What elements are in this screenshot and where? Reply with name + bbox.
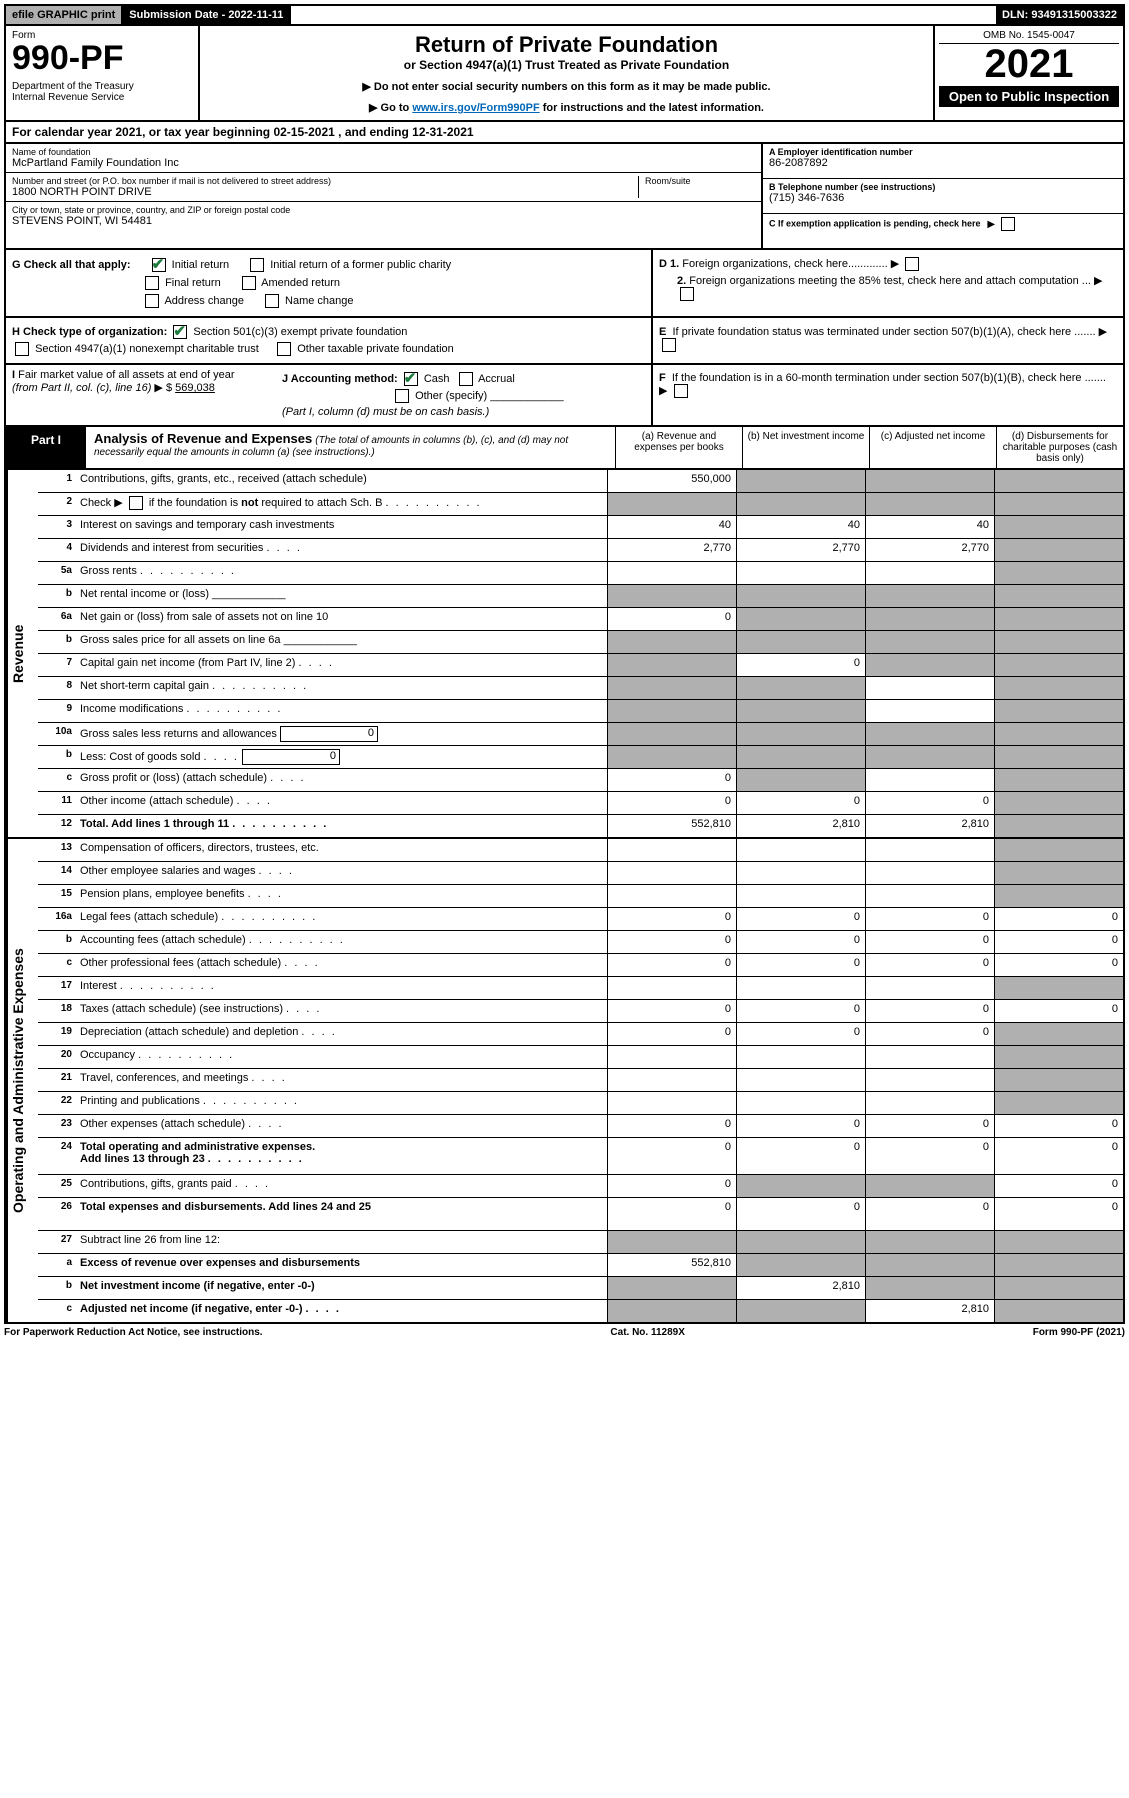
form-number: 990-PF bbox=[12, 41, 192, 75]
initial-public-checkbox[interactable] bbox=[250, 258, 264, 272]
form-title: Return of Private Foundation bbox=[210, 32, 923, 58]
f-checkbox[interactable] bbox=[674, 384, 688, 398]
efile-label: efile GRAPHIC print bbox=[6, 6, 123, 24]
address-change-checkbox[interactable] bbox=[145, 294, 159, 308]
4947-checkbox[interactable] bbox=[15, 342, 29, 356]
name-change-checkbox[interactable] bbox=[265, 294, 279, 308]
f-check: F If the foundation is in a 60-month ter… bbox=[653, 365, 1123, 425]
expenses-label: Operating and Administrative Expenses bbox=[6, 839, 38, 1322]
ein-cell: A Employer identification number 86-2087… bbox=[763, 144, 1123, 179]
cat-number: Cat. No. 11289X bbox=[610, 1327, 684, 1338]
other-method-checkbox[interactable] bbox=[395, 389, 409, 403]
col-b-header: (b) Net investment income bbox=[743, 427, 870, 468]
d-checks: D 1. D 1. Foreign organizations, check h… bbox=[653, 250, 1123, 316]
header-center: Return of Private Foundation or Section … bbox=[200, 26, 933, 120]
accrual-checkbox[interactable] bbox=[459, 372, 473, 386]
amended-return-checkbox[interactable] bbox=[242, 276, 256, 290]
page-footer: For Paperwork Reduction Act Notice, see … bbox=[4, 1324, 1125, 1341]
dln: DLN: 93491315003322 bbox=[996, 6, 1123, 24]
check-section-g: G Check all that apply: Initial return I… bbox=[4, 250, 1125, 318]
instruction-1: ▶ Do not enter social security numbers o… bbox=[210, 80, 923, 93]
expenses-section: Operating and Administrative Expenses 13… bbox=[4, 839, 1125, 1324]
ij-left: I Fair market value of all assets at end… bbox=[6, 365, 653, 425]
501c3-checkbox[interactable] bbox=[173, 325, 187, 339]
cash-checkbox[interactable] bbox=[404, 372, 418, 386]
info-right: A Employer identification number 86-2087… bbox=[763, 144, 1123, 248]
form-ref: Form 990-PF (2021) bbox=[1033, 1327, 1125, 1338]
department: Department of the Treasury Internal Reve… bbox=[12, 81, 192, 103]
e-check: E If private foundation status was termi… bbox=[653, 318, 1123, 363]
paperwork-notice: For Paperwork Reduction Act Notice, see … bbox=[4, 1327, 263, 1338]
col-c-header: (c) Adjusted net income bbox=[870, 427, 997, 468]
h-checks: H Check type of organization: Section 50… bbox=[6, 318, 653, 363]
e-checkbox[interactable] bbox=[662, 338, 676, 352]
exemption-cell: C If exemption application is pending, c… bbox=[763, 214, 1123, 248]
initial-return-checkbox[interactable] bbox=[152, 258, 166, 272]
other-taxable-checkbox[interactable] bbox=[277, 342, 291, 356]
exemption-checkbox[interactable] bbox=[1001, 217, 1015, 231]
d2-checkbox[interactable] bbox=[680, 287, 694, 301]
header-left: Form 990-PF Department of the Treasury I… bbox=[6, 26, 200, 120]
final-return-checkbox[interactable] bbox=[145, 276, 159, 290]
col-a-header: (a) Revenue and expenses per books bbox=[616, 427, 743, 468]
col-d-header: (d) Disbursements for charitable purpose… bbox=[997, 427, 1123, 468]
form-subtitle: or Section 4947(a)(1) Trust Treated as P… bbox=[210, 58, 923, 72]
header-right: OMB No. 1545-0047 2021 Open to Public In… bbox=[933, 26, 1123, 120]
d1-checkbox[interactable] bbox=[905, 257, 919, 271]
top-bar: efile GRAPHIC print Submission Date - 20… bbox=[4, 4, 1125, 26]
check-section-h: H Check type of organization: Section 50… bbox=[4, 318, 1125, 365]
revenue-section: Revenue 1Contributions, gifts, grants, e… bbox=[4, 470, 1125, 839]
instruction-2: ▶ Go to www.irs.gov/Form990PF for instru… bbox=[210, 101, 923, 114]
calendar-year: For calendar year 2021, or tax year begi… bbox=[4, 122, 1125, 144]
form-link[interactable]: www.irs.gov/Form990PF bbox=[412, 102, 539, 114]
schb-checkbox[interactable] bbox=[129, 496, 143, 510]
info-left: Name of foundation McPartland Family Fou… bbox=[6, 144, 763, 248]
city-state-zip: STEVENS POINT, WI 54481 bbox=[12, 215, 755, 227]
street-address: 1800 NORTH POINT DRIVE bbox=[12, 186, 638, 198]
part-description: Analysis of Revenue and Expenses (The to… bbox=[86, 427, 616, 468]
foundation-name: McPartland Family Foundation Inc bbox=[12, 157, 755, 169]
ein: 86-2087892 bbox=[769, 157, 1117, 169]
g-checks: G Check all that apply: Initial return I… bbox=[6, 250, 653, 316]
ij-section: I Fair market value of all assets at end… bbox=[4, 365, 1125, 427]
phone: (715) 346-7636 bbox=[769, 192, 1117, 204]
submission-date: Submission Date - 2022-11-11 bbox=[123, 6, 291, 24]
part1-header: Part I Analysis of Revenue and Expenses … bbox=[4, 427, 1125, 470]
fmv-value: 569,038 bbox=[175, 382, 215, 394]
name-cell: Name of foundation McPartland Family Fou… bbox=[6, 144, 761, 173]
tax-year: 2021 bbox=[939, 44, 1119, 84]
part-label: Part I bbox=[6, 427, 86, 468]
revenue-label: Revenue bbox=[6, 470, 38, 837]
city-cell: City or town, state or province, country… bbox=[6, 202, 761, 230]
address-cell: Number and street (or P.O. box number if… bbox=[6, 173, 761, 202]
form-header: Form 990-PF Department of the Treasury I… bbox=[4, 26, 1125, 122]
phone-cell: B Telephone number (see instructions) (7… bbox=[763, 179, 1123, 214]
open-inspection: Open to Public Inspection bbox=[939, 86, 1119, 107]
entity-info: Name of foundation McPartland Family Fou… bbox=[4, 144, 1125, 250]
